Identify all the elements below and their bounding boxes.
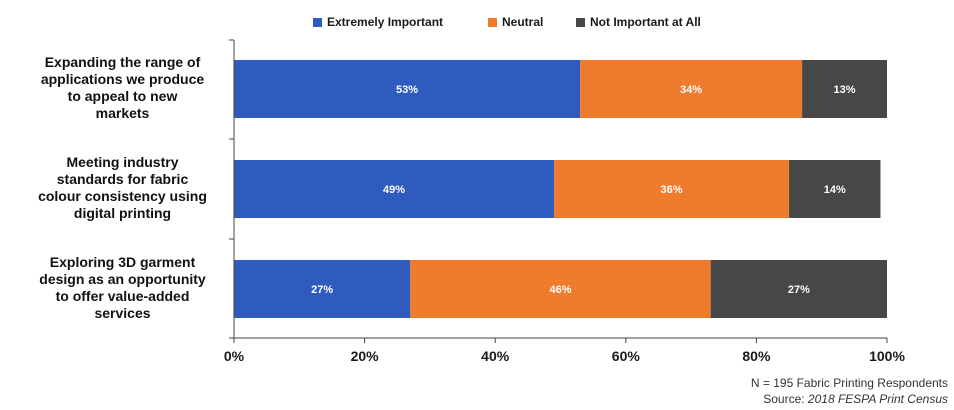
data-label: 27% (788, 284, 810, 296)
bar-segment-not-important-at-all-2 (789, 160, 881, 218)
category-label-line: to appeal to new (67, 88, 178, 104)
legend-swatch-neutral (488, 17, 497, 27)
legend-label-neutral: Neutral (502, 15, 544, 29)
category-label-line: colour consistency using (38, 188, 207, 204)
data-label: 53% (396, 84, 418, 96)
legend-label-extremely-important: Extremely Important (327, 15, 444, 29)
category-label-expanding-range: Expanding the range of applications we p… (20, 54, 225, 122)
category-label-line: Exploring 3D garment (49, 254, 196, 270)
x-tick-label: 100% (869, 348, 905, 364)
category-label-line: design as an opportunity (39, 271, 206, 287)
legend-item-extremely-important: Extremely Important (313, 14, 443, 30)
data-label: 36% (660, 184, 682, 196)
category-label-line: Expanding the range of (44, 54, 201, 70)
bar-segment-neutral-2 (553, 160, 790, 218)
bar-segment-neutral-3 (410, 260, 711, 318)
category-label-line: digital printing (73, 205, 172, 221)
category-label-line: services (94, 305, 151, 321)
x-tick-label: 80% (742, 348, 771, 364)
x-tick-label: 60% (612, 348, 641, 364)
category-label-line: standards for fabric (56, 171, 189, 187)
bar-segment-extremely-important-3 (234, 260, 411, 318)
category-label-line: to offer value-added (55, 288, 190, 304)
x-tick-label: 40% (481, 348, 510, 364)
footnote-respondents: N = 195 Fabric Printing Respondents (750, 376, 948, 390)
data-label: 46% (549, 284, 571, 296)
data-label: 27% (311, 284, 333, 296)
bar-segment-neutral-1 (580, 60, 803, 118)
data-label: 14% (824, 184, 846, 196)
x-tick-label: 20% (351, 348, 380, 364)
data-label: 34% (680, 84, 702, 96)
bar-segment-extremely-important-2 (234, 160, 554, 218)
legend-item-neutral: Neutral (488, 14, 543, 30)
footnote-source: Source: 2018 FESPA Print Census (763, 392, 948, 406)
category-label-line: markets (95, 105, 150, 121)
data-label: 13% (834, 84, 856, 96)
footnote-source-prefix: Source: (763, 392, 808, 406)
legend-label-not-important: Not Important at All (590, 15, 701, 29)
legend-item-not-important: Not Important at All (576, 14, 701, 30)
bar-segment-not-important-at-all-3 (710, 260, 887, 318)
bar-segment-extremely-important-1 (234, 60, 581, 118)
category-label-line: Meeting industry (66, 154, 179, 170)
data-label: 49% (383, 184, 405, 196)
category-label-industry-standards: Meeting industry standards for fabric co… (20, 154, 225, 222)
category-label-3d-garment: Exploring 3D garment design as an opport… (20, 254, 225, 322)
footnote-source-title: 2018 FESPA Print Census (807, 392, 948, 406)
bar-segment-not-important-at-all-1 (802, 60, 887, 118)
legend-swatch-not-important (576, 17, 585, 27)
category-label-line: applications we produce (40, 71, 205, 87)
legend-swatch-extremely-important (313, 17, 322, 27)
x-tick-label: 0% (224, 348, 245, 364)
